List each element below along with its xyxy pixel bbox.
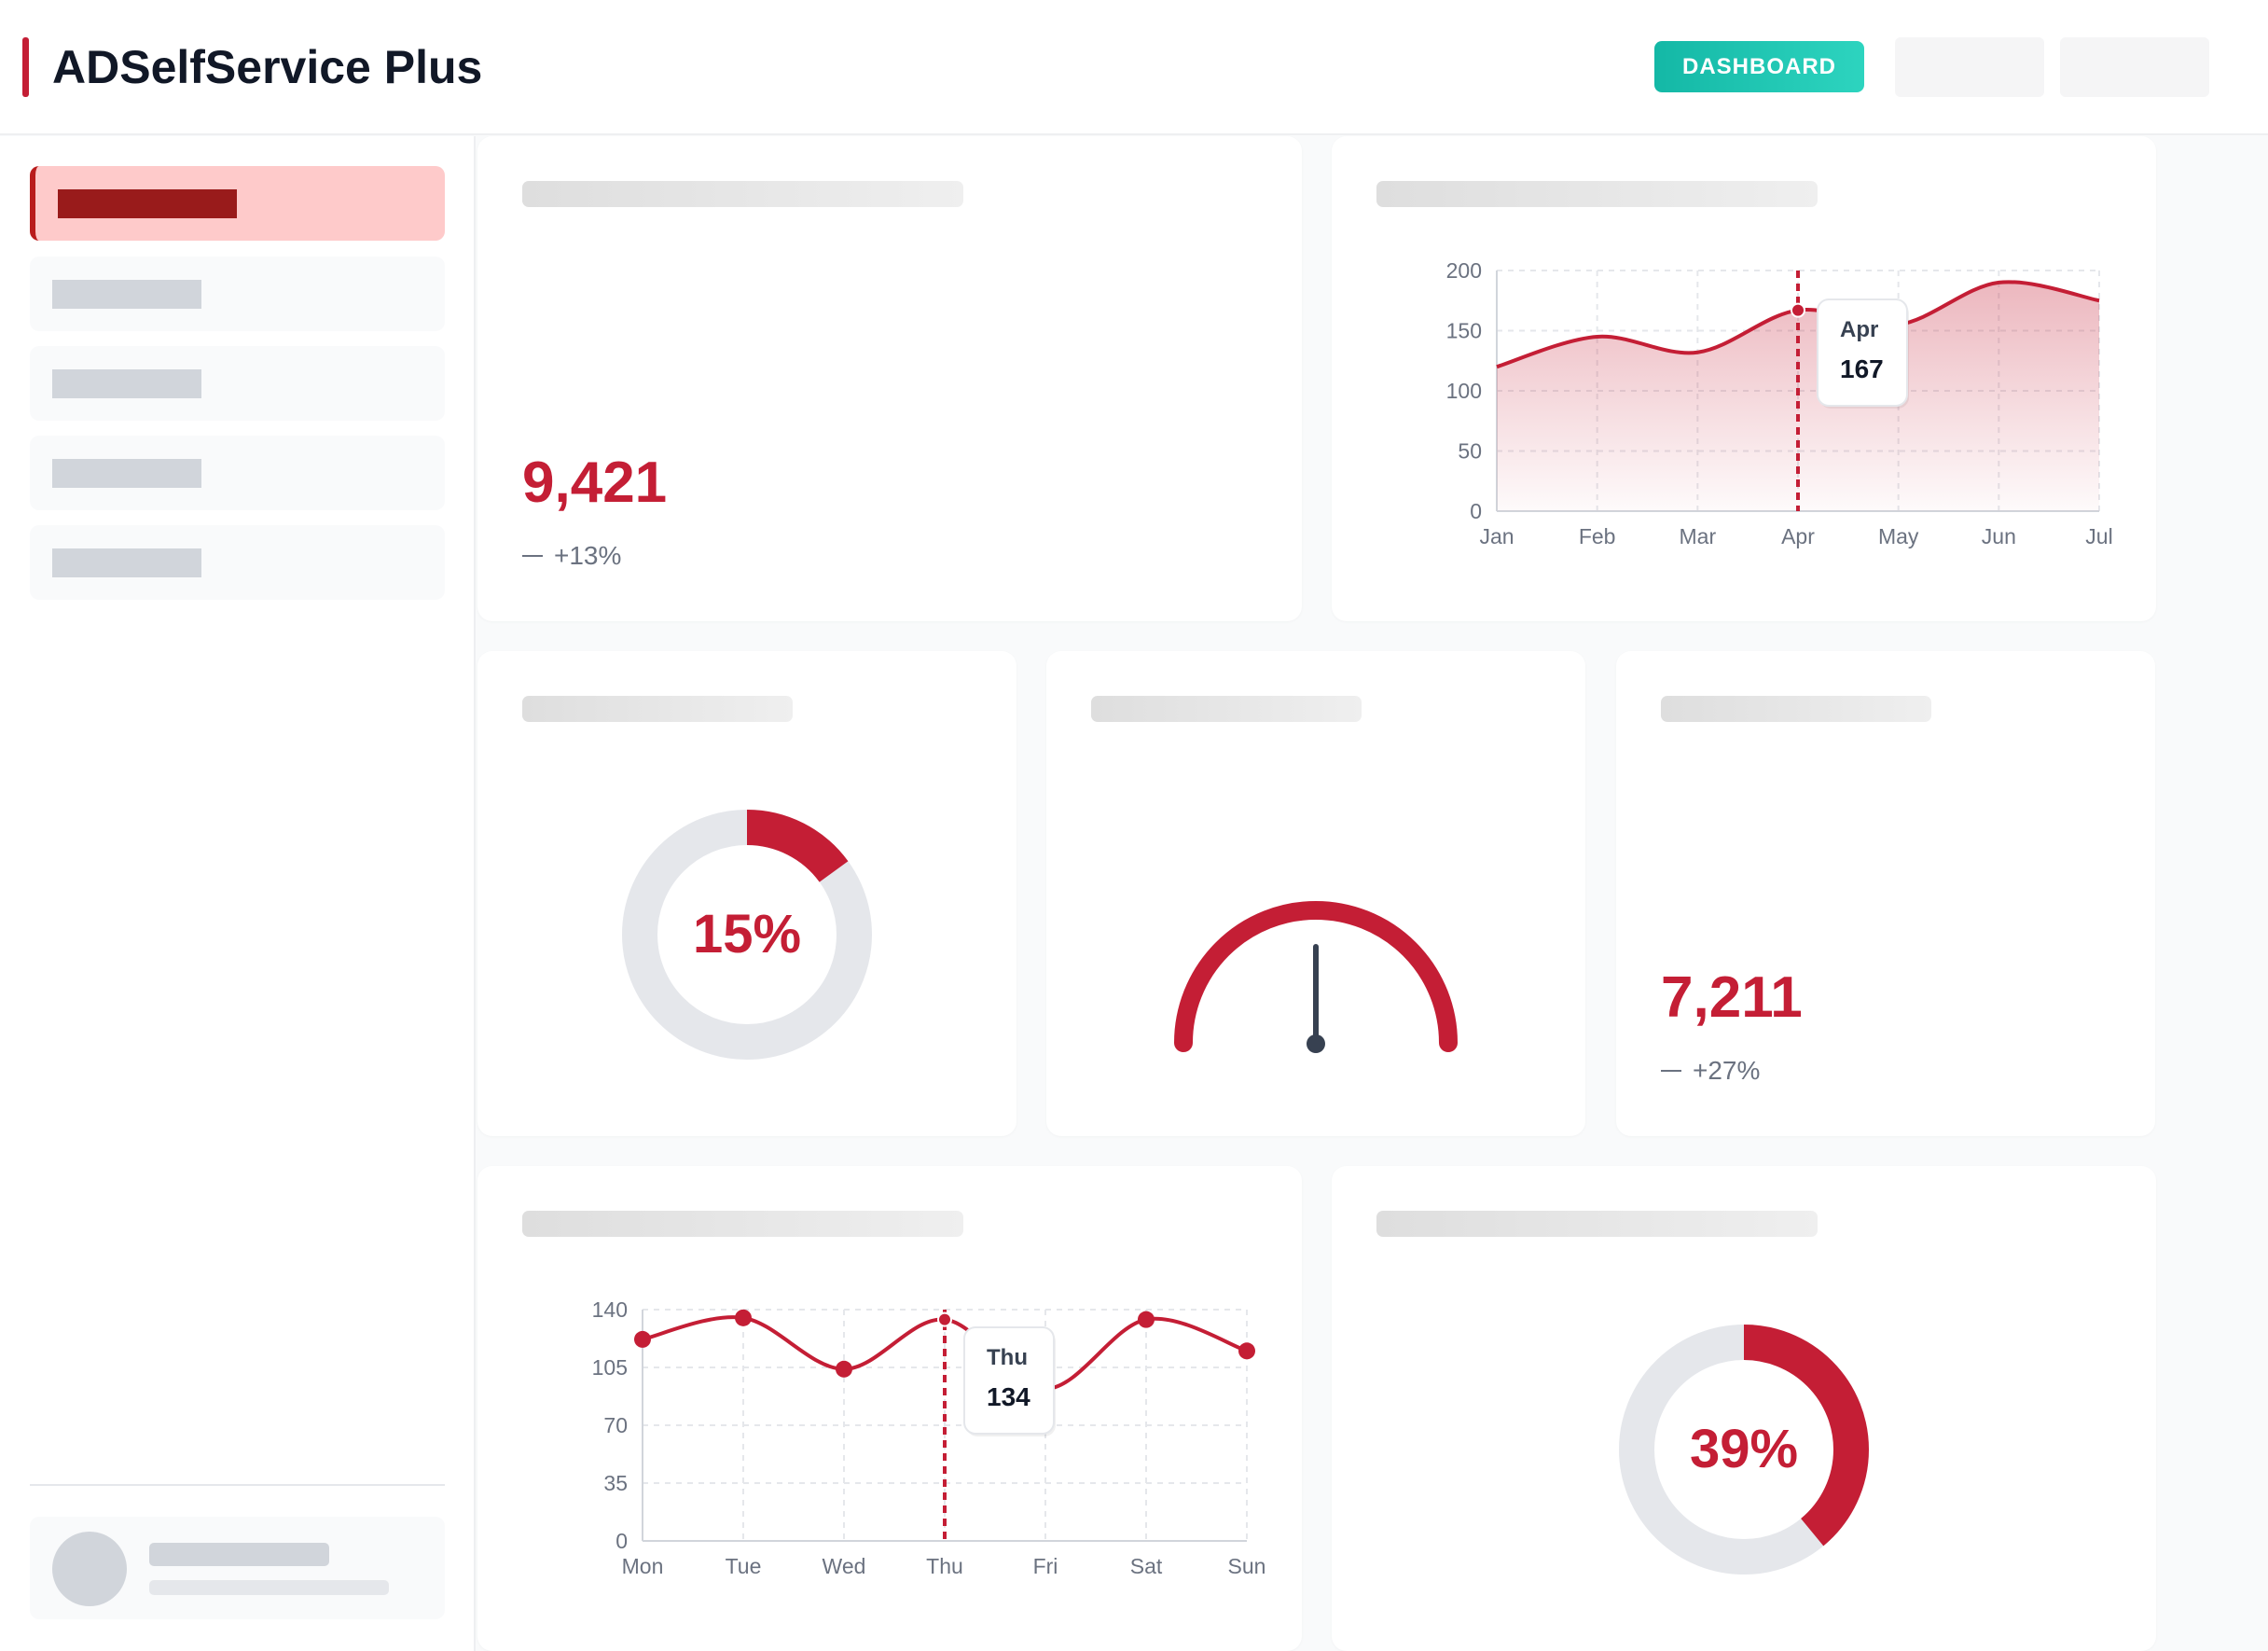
active-data-point [938, 1313, 951, 1326]
metric-card-1: 9,421 +13% [477, 136, 1302, 621]
card-title-placeholder [522, 181, 963, 207]
y-tick-label: 0 [1470, 499, 1482, 523]
user-profile[interactable] [30, 1517, 445, 1619]
y-tick-label: 105 [592, 1355, 628, 1380]
donut-chart-2: 39% [1332, 1166, 2156, 1651]
x-tick-label: Apr [1781, 524, 1815, 548]
metric-trend: +13% [522, 541, 621, 571]
x-tick-label: May [1878, 524, 1919, 548]
nav-label-placeholder [52, 459, 201, 488]
y-tick-label: 35 [603, 1471, 628, 1495]
line-chart-card: 0 35 70 105 140 Mon Tue Wed Thu Fri Sat Sun Thu 134 [477, 1166, 1302, 1651]
app-title: ADSelfService Plus [52, 37, 482, 97]
tooltip-label: Apr [1840, 317, 1878, 342]
x-tick-label: Mon [622, 1554, 664, 1578]
tooltip-box [964, 1327, 1054, 1434]
sidebar [0, 136, 476, 1651]
data-point [735, 1310, 752, 1326]
nav-label-placeholder [52, 280, 201, 309]
sidebar-item[interactable] [30, 436, 445, 510]
donut-card-1: 15% [477, 651, 1016, 1136]
donut-chart-1: 15% [477, 651, 1016, 1136]
x-tick-label: Jun [1982, 524, 2016, 548]
trend-percent: +13% [554, 541, 621, 571]
gauge-hub [1307, 1034, 1325, 1053]
donut-percent-label: 39% [1690, 1419, 1798, 1479]
data-point [634, 1331, 651, 1348]
trend-percent: +27% [1693, 1056, 1760, 1086]
y-tick-label: 70 [603, 1413, 628, 1437]
donut-card-2: 39% [1332, 1166, 2156, 1651]
tooltip-value: 134 [987, 1382, 1030, 1411]
profile-name-placeholder [149, 1543, 329, 1566]
gauge-chart [1046, 651, 1585, 1136]
trend-dash-icon [522, 555, 543, 557]
data-point [1138, 1311, 1155, 1328]
sidebar-item-active[interactable] [30, 166, 445, 241]
profile-subtitle-placeholder [149, 1580, 389, 1595]
metric-value: 9,421 [522, 450, 667, 516]
nav-label-placeholder [52, 548, 201, 577]
tooltip-value: 167 [1840, 354, 1884, 383]
nav-label-placeholder [58, 189, 237, 218]
y-tick-label: 150 [1446, 319, 1482, 343]
x-tick-label: Sun [1228, 1554, 1266, 1578]
y-tick-label: 140 [592, 1297, 628, 1322]
avatar [52, 1532, 127, 1606]
line-chart[interactable]: 0 35 70 105 140 Mon Tue Wed Thu Fri Sat Sun Thu 134 [477, 1166, 1302, 1651]
gauge-card [1046, 651, 1585, 1136]
donut-percent-label: 15% [693, 904, 801, 964]
metric-trend: +27% [1661, 1056, 1760, 1086]
sidebar-item[interactable] [30, 346, 445, 421]
y-tick-label: 100 [1446, 379, 1482, 403]
x-tick-label: Feb [1579, 524, 1616, 548]
y-tick-label: 200 [1446, 258, 1482, 283]
area-chart[interactable]: 0 50 100 150 200 Jan Feb Mar Apr May Jun Jul Apr 167 [1332, 136, 2156, 621]
y-tick-label: 50 [1458, 439, 1482, 464]
brand-accent-bar [22, 37, 29, 97]
y-tick-label: 0 [615, 1529, 628, 1553]
tooltip-box [1818, 299, 1907, 406]
card-title-placeholder [1661, 696, 1931, 722]
x-tick-label: Wed [823, 1554, 866, 1578]
header-placeholder-button[interactable] [2060, 37, 2209, 97]
area-chart-card: 0 50 100 150 200 Jan Feb Mar Apr May Jun Jul Apr 167 [1332, 136, 2156, 621]
sidebar-item[interactable] [30, 525, 445, 600]
sidebar-divider [30, 1484, 445, 1486]
header-placeholder-button[interactable] [1895, 37, 2044, 97]
x-tick-label: Tue [726, 1554, 762, 1578]
dashboard-button[interactable]: DASHBOARD [1654, 41, 1864, 92]
metric-card-2: 7,211 +27% [1616, 651, 2155, 1136]
active-data-point [1791, 304, 1805, 317]
tooltip-label: Thu [987, 1345, 1028, 1370]
x-tick-label: Mar [1680, 524, 1717, 548]
x-tick-label: Fri [1033, 1554, 1058, 1578]
sidebar-item[interactable] [30, 257, 445, 331]
nav-label-placeholder [52, 369, 201, 398]
metric-value: 7,211 [1661, 964, 1803, 1031]
top-header: ADSelfService Plus DASHBOARD [0, 0, 2268, 135]
x-tick-label: Jul [2085, 524, 2112, 548]
trend-dash-icon [1661, 1070, 1681, 1072]
x-tick-label: Sat [1130, 1554, 1163, 1578]
x-tick-label: Jan [1479, 524, 1514, 548]
data-point [836, 1361, 852, 1378]
data-point [1238, 1342, 1255, 1359]
x-tick-label: Thu [926, 1554, 963, 1578]
